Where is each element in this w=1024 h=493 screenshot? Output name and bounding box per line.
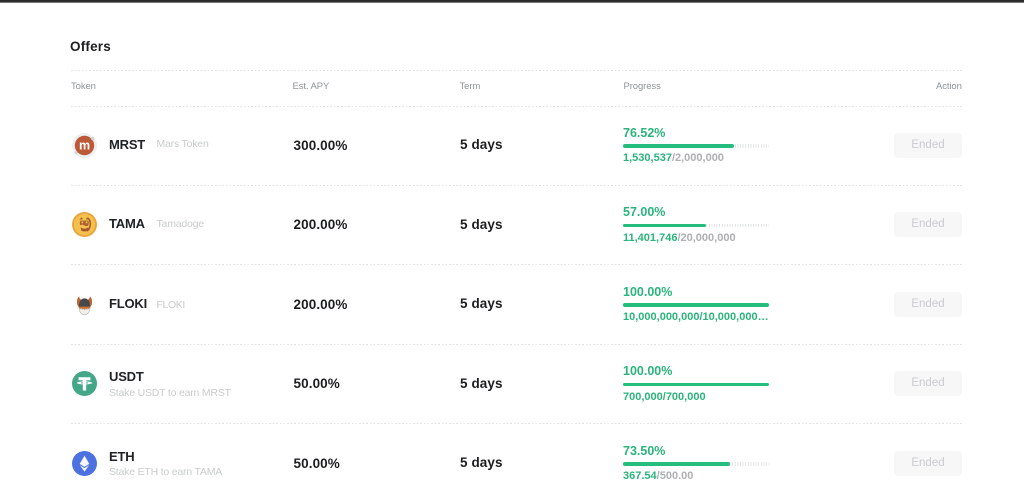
svg-text:m: m (79, 138, 90, 152)
